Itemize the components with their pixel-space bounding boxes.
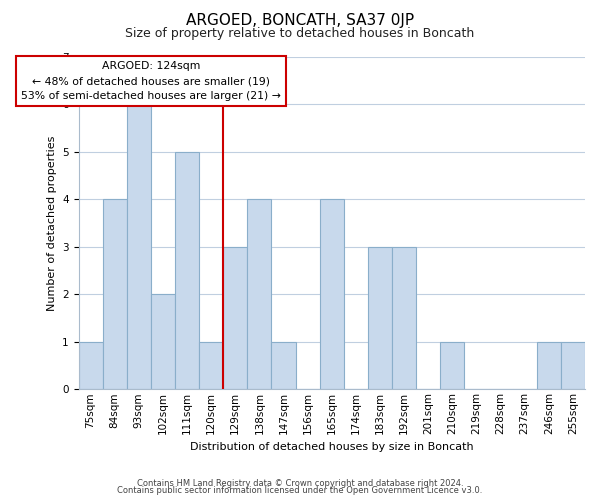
Text: Size of property relative to detached houses in Boncath: Size of property relative to detached ho… [125,28,475,40]
Bar [175,152,199,390]
Y-axis label: Number of detached properties: Number of detached properties [47,135,56,310]
Bar [320,199,344,390]
Bar [392,246,416,390]
Bar [127,104,151,390]
Bar [151,294,175,390]
Bar [561,342,585,390]
Bar [440,342,464,390]
Bar [368,246,392,390]
Text: ARGOED, BONCATH, SA37 0JP: ARGOED, BONCATH, SA37 0JP [186,12,414,28]
Bar [79,342,103,390]
Text: ARGOED: 124sqm
← 48% of detached houses are smaller (19)
53% of semi-detached ho: ARGOED: 124sqm ← 48% of detached houses … [21,62,281,101]
X-axis label: Distribution of detached houses by size in Boncath: Distribution of detached houses by size … [190,442,473,452]
Bar [247,199,271,390]
Bar [223,246,247,390]
Bar [103,199,127,390]
Text: Contains HM Land Registry data © Crown copyright and database right 2024.: Contains HM Land Registry data © Crown c… [137,478,463,488]
Bar [271,342,296,390]
Bar [537,342,561,390]
Bar [199,342,223,390]
Text: Contains public sector information licensed under the Open Government Licence v3: Contains public sector information licen… [118,486,482,495]
